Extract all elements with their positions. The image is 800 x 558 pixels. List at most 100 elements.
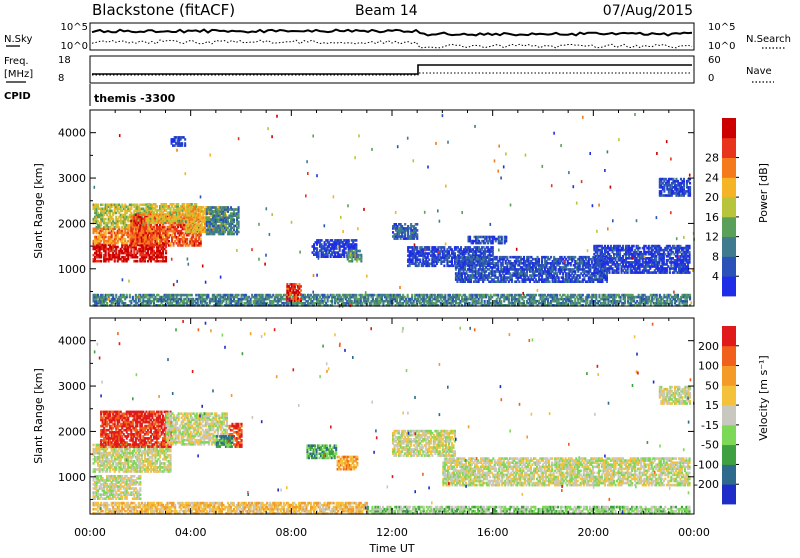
power-cell xyxy=(538,258,540,261)
power-cell xyxy=(316,247,318,250)
power-cell xyxy=(115,294,117,297)
power-cell xyxy=(186,238,188,241)
power-cell xyxy=(136,256,138,259)
power-cell xyxy=(117,246,119,249)
power-heatmap-cells xyxy=(93,113,695,308)
power-cell xyxy=(683,178,685,181)
power-cell xyxy=(200,238,202,241)
power-cell xyxy=(496,256,498,259)
power-cell xyxy=(148,203,150,206)
power-cell xyxy=(183,203,185,206)
nsky-label: N.Sky xyxy=(4,34,32,45)
power-cell xyxy=(355,243,357,246)
power-cell xyxy=(419,258,421,261)
power-cell xyxy=(195,203,197,206)
cpid-label: CPID xyxy=(4,91,31,102)
nave-tick-bottom: 0 xyxy=(708,73,714,84)
power-cell xyxy=(100,260,102,263)
power-cell xyxy=(501,236,503,239)
power-cell xyxy=(639,247,641,250)
power-cell xyxy=(355,239,357,242)
nsearch-series-line xyxy=(92,40,692,48)
power-cell xyxy=(224,212,226,215)
power-cell xyxy=(165,250,167,253)
power-cell xyxy=(321,239,323,242)
power-cell xyxy=(404,223,406,226)
power-cell xyxy=(238,206,240,209)
freq-unit: [MHz] xyxy=(4,69,33,80)
power-cell xyxy=(416,223,418,226)
power-cell xyxy=(233,218,235,221)
power-cell xyxy=(689,251,691,254)
power-cell xyxy=(596,269,598,272)
power-cell xyxy=(112,218,114,221)
power-cell xyxy=(100,252,102,255)
nsky-tick-top-right: 10^5 xyxy=(708,22,735,33)
freq-tick-top: 18 xyxy=(58,55,71,66)
power-cell xyxy=(518,280,520,283)
power-cell xyxy=(106,302,108,305)
power-cell xyxy=(360,254,362,257)
nsearch-label: N.Search xyxy=(746,34,791,45)
power-cell xyxy=(428,246,430,249)
power-cell xyxy=(156,205,158,208)
power-cell xyxy=(454,252,456,255)
power-cell xyxy=(443,246,445,249)
power-cell xyxy=(132,296,134,299)
power-cell xyxy=(102,204,104,207)
power-cell xyxy=(689,271,691,274)
power-cell xyxy=(105,218,107,221)
freq-label: Freq. xyxy=(4,56,29,67)
freq-tick-bottom: 8 xyxy=(58,73,64,84)
power-cell xyxy=(359,250,361,253)
power-cell xyxy=(443,265,445,268)
power-cell xyxy=(523,256,525,259)
power-cell xyxy=(416,233,418,236)
beam-label: Beam 14 xyxy=(355,3,418,19)
power-cell xyxy=(238,231,240,234)
site-title: Blackstone (fitACF) xyxy=(92,1,235,19)
power-cell xyxy=(416,246,418,249)
power-cell xyxy=(622,245,624,248)
power-cell xyxy=(165,256,167,259)
nsky-series-line xyxy=(92,30,692,36)
power-cell xyxy=(124,238,126,241)
power-cell xyxy=(126,294,128,297)
power-cell xyxy=(164,226,166,229)
power-cell xyxy=(136,260,138,263)
power-cell xyxy=(469,236,471,239)
power-cell xyxy=(549,280,551,283)
power-cell xyxy=(177,203,179,206)
power-cell xyxy=(351,258,353,261)
power-cell xyxy=(505,236,507,239)
power-cell xyxy=(574,256,576,259)
power-cell xyxy=(141,244,143,247)
power-cell xyxy=(118,226,120,229)
power-cell xyxy=(689,186,691,189)
power-cell xyxy=(633,245,635,248)
nave-tick-top: 60 xyxy=(708,55,721,66)
power-cell xyxy=(550,256,552,259)
power-cell xyxy=(153,244,155,247)
nsky-tick-top-left: 10^5 xyxy=(61,22,88,33)
nave-label: Nave xyxy=(746,66,772,77)
power-cell xyxy=(112,294,114,297)
power-cell xyxy=(488,256,490,259)
power-cell xyxy=(492,246,494,249)
freq-panel-frame xyxy=(90,56,694,83)
cpid-value: themis -3300 xyxy=(94,92,176,105)
power-cell xyxy=(97,204,99,207)
power-cell xyxy=(238,221,240,224)
power-cell xyxy=(428,258,430,261)
power-cell xyxy=(129,294,131,297)
date-label: 07/Aug/2015 xyxy=(603,3,693,19)
power-cell xyxy=(689,182,691,185)
power-cell xyxy=(689,245,691,248)
power-cell xyxy=(348,239,350,242)
power-cell xyxy=(416,229,418,232)
nsky-tick-bottom-left: 10^0 xyxy=(61,41,88,52)
power-cell xyxy=(464,266,466,269)
power-cell xyxy=(558,276,560,279)
